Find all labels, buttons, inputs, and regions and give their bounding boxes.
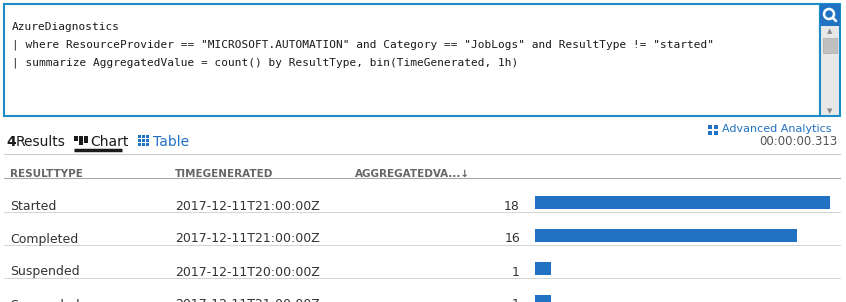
Bar: [142, 143, 145, 146]
Text: 16: 16: [504, 233, 520, 246]
Text: | summarize AggregatedValue = count() by ResultType, bin(TimeGenerated, 1h): | summarize AggregatedValue = count() by…: [12, 58, 519, 69]
Text: AzureDiagnostics: AzureDiagnostics: [12, 22, 120, 32]
Bar: [820, 4, 840, 116]
Bar: [535, 294, 552, 302]
Bar: [714, 125, 718, 129]
Bar: [708, 125, 712, 129]
Bar: [820, 4, 840, 26]
Text: RESULTTYPE: RESULTTYPE: [10, 169, 83, 179]
Bar: [708, 131, 712, 135]
Text: ▲: ▲: [827, 28, 832, 34]
Text: Results: Results: [16, 135, 66, 149]
Bar: [146, 135, 149, 138]
Text: 2017-12-11T21:00:00Z: 2017-12-11T21:00:00Z: [175, 200, 320, 213]
Text: Advanced Analytics: Advanced Analytics: [722, 124, 832, 134]
Text: 4: 4: [6, 135, 16, 149]
Text: 2017-12-11T20:00:00Z: 2017-12-11T20:00:00Z: [175, 265, 320, 278]
Text: 2017-12-11T21:00:00Z: 2017-12-11T21:00:00Z: [175, 233, 320, 246]
Text: ▼: ▼: [827, 108, 832, 114]
Text: Started: Started: [10, 200, 57, 213]
Bar: [142, 135, 145, 138]
Text: 1: 1: [512, 298, 520, 302]
Text: 18: 18: [504, 200, 520, 213]
Text: AGGREGATEDVA...↓: AGGREGATEDVA...↓: [355, 169, 470, 179]
Bar: [138, 139, 141, 142]
Bar: [79, 136, 83, 145]
Text: | where ResourceProvider == "MICROSOFT.AUTOMATION" and Category == "JobLogs" and: | where ResourceProvider == "MICROSOFT.A…: [12, 40, 714, 50]
Text: Suspended: Suspended: [10, 298, 80, 302]
Bar: [535, 229, 797, 242]
Text: Suspended: Suspended: [10, 265, 80, 278]
Bar: [146, 139, 149, 142]
Bar: [535, 195, 830, 208]
Text: 00:00:00.313: 00:00:00.313: [760, 135, 838, 148]
Text: Chart: Chart: [90, 135, 129, 149]
Text: TIMEGENERATED: TIMEGENERATED: [175, 169, 273, 179]
Text: 2017-12-11T21:00:00Z: 2017-12-11T21:00:00Z: [175, 298, 320, 302]
Bar: [74, 136, 78, 141]
Text: Table: Table: [153, 135, 190, 149]
Bar: [535, 262, 552, 275]
Bar: [146, 143, 149, 146]
Bar: [714, 131, 718, 135]
Bar: [4, 4, 820, 116]
Bar: [84, 136, 88, 143]
Bar: [138, 135, 141, 138]
Bar: [138, 143, 141, 146]
Text: Completed: Completed: [10, 233, 78, 246]
Bar: [823, 38, 837, 53]
Text: 1: 1: [512, 265, 520, 278]
Bar: [142, 139, 145, 142]
